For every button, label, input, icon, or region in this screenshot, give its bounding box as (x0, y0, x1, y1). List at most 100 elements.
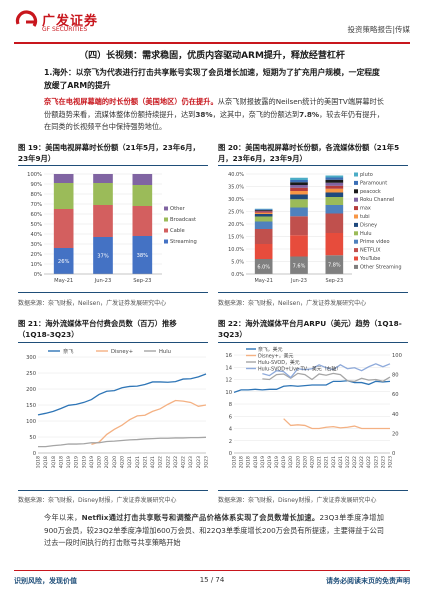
y-tick-label: 4 (229, 427, 233, 433)
x-tick-label: 3Q23 (388, 456, 394, 468)
bar-segment (53, 174, 74, 183)
bar-segment (290, 256, 308, 274)
y-tick-label: 0 (229, 451, 232, 457)
figure-19-bottom-rule (18, 292, 208, 293)
y-tick-label: 200 (26, 387, 36, 393)
legend-swatch (354, 222, 358, 227)
legend-label: Broadcast (170, 217, 196, 223)
legend-label: Disney+，美元 (258, 353, 294, 360)
y-tick-label: 25.0% (228, 210, 244, 216)
bar-segment (325, 213, 344, 233)
figure-19-source: 数据来源：奈飞财报，Neilsen，广发证券发展研究中心 (18, 300, 167, 307)
x-tick-label: 2Q19 (267, 456, 273, 468)
bar-segment (325, 185, 344, 189)
bar-segment (254, 208, 273, 210)
y-tick-label: 30.0% (228, 197, 244, 203)
bar-segment (254, 214, 273, 217)
bar-segment (325, 255, 344, 274)
legend-label: Hulu (159, 349, 171, 355)
legend-label: pluto (360, 172, 373, 178)
legend-swatch (354, 256, 358, 261)
x-tick-label: May-21 (54, 278, 73, 284)
logo-text: 广发证券 (42, 14, 99, 29)
bar-segment (132, 185, 153, 206)
x-tick-label: 1Q21 (317, 456, 323, 468)
figure-20-source: 数据来源：奈飞财报，Neilsen，广发证券发展研究中心 (218, 300, 367, 307)
y-tick-label: 30% (30, 242, 42, 248)
bar-segment (325, 192, 344, 197)
legend-swatch (354, 189, 358, 194)
page-number: 15 / 74 (199, 576, 225, 584)
x-tick-label: 3Q20 (302, 456, 308, 468)
x-tick-label: 3Q20 (112, 456, 118, 468)
x-tick-label: 2Q18 (43, 456, 49, 468)
bar-segment (290, 185, 308, 188)
y-tick-label: 70% (30, 202, 42, 208)
x-tick-label: 1Q23 (188, 456, 194, 468)
bar-segment (132, 174, 153, 185)
bar-segment (290, 182, 308, 185)
x-tick-label: 3Q19 (274, 456, 280, 468)
y-tick-label: 0% (34, 272, 42, 278)
y-tick-label: 35.0% (228, 185, 244, 191)
y-right-tick-label: 20 (392, 431, 399, 437)
figure-20-chart: 0.0% 5.0% 10.0% 15.0% 20.0% 25.0% 30.0% 35.0% 40… (216, 168, 410, 288)
y-tick-label: 150 (26, 403, 36, 409)
figure-20-bottom-rule (218, 292, 408, 293)
bar-segment (132, 236, 153, 274)
x-tick-label: 3Q22 (173, 456, 179, 468)
bar-segment (325, 182, 344, 186)
x-tick-label: 4Q19 (281, 456, 287, 468)
x-tick-label: 3Q23 (204, 456, 210, 468)
legend-label: tubi (360, 214, 370, 220)
y-tick-label: 300 (26, 355, 36, 361)
data-label: 37% (97, 254, 109, 260)
x-tick-label: Sep-23 (133, 278, 151, 284)
bar-segment (93, 183, 113, 205)
bar-segment (53, 248, 74, 274)
bar-segment (290, 194, 308, 200)
x-tick-label: 4Q20 (310, 456, 316, 468)
bar-segment (254, 259, 273, 274)
x-tick-label: 2Q21 (324, 456, 330, 468)
legend-label: Streaming (170, 239, 197, 245)
report-type: 投资策略报告|传媒 (347, 25, 410, 34)
data-label: 38% (137, 253, 149, 259)
bar-segment (325, 233, 344, 256)
legend-label: Prime video (360, 239, 390, 245)
legend-swatch (354, 214, 358, 219)
legend-swatch (354, 264, 358, 269)
legend-label: Disney (360, 222, 377, 228)
x-tick-label: 2Q23 (380, 456, 386, 468)
section-title: （四）长视频：需求稳固，优质内容驱动ARM提升，释放经营杠杆 (79, 51, 345, 61)
x-tick-label: 3Q21 (142, 456, 148, 468)
y-tick-label: 0.0% (231, 272, 244, 278)
x-tick-label: 3Q18 (246, 456, 252, 468)
series-line (283, 418, 390, 430)
figure-21-bottom-rule (18, 490, 208, 491)
bar-segment (325, 177, 344, 180)
legend-label: peacock (360, 189, 381, 195)
footer-divider (14, 570, 410, 571)
bar-segment (132, 206, 153, 236)
legend-swatch (354, 172, 358, 177)
x-tick-label: 1Q18 (232, 456, 238, 468)
bar-segment (254, 212, 273, 214)
header-divider (14, 42, 410, 44)
x-tick-label: 2Q20 (104, 456, 110, 468)
x-tick-label: 2Q19 (74, 456, 80, 468)
bar-segment (254, 210, 273, 211)
y-tick-label: 5.0% (231, 260, 244, 266)
legend-label: 奈飞 (63, 347, 73, 355)
legend-swatch (164, 228, 168, 233)
series-line (37, 373, 207, 416)
x-tick-label: 1Q23 (373, 456, 379, 468)
x-tick-label: 2Q18 (239, 456, 245, 468)
data-label: 7.8% (328, 263, 341, 269)
legend-swatch (164, 206, 168, 211)
x-tick-label: 3Q19 (81, 456, 87, 468)
y-tick-label: 10 (225, 390, 232, 396)
figure-19-rule (18, 165, 208, 166)
paragraph-text: 今年以来， (44, 513, 82, 522)
y-tick-label: 0 (33, 451, 36, 457)
